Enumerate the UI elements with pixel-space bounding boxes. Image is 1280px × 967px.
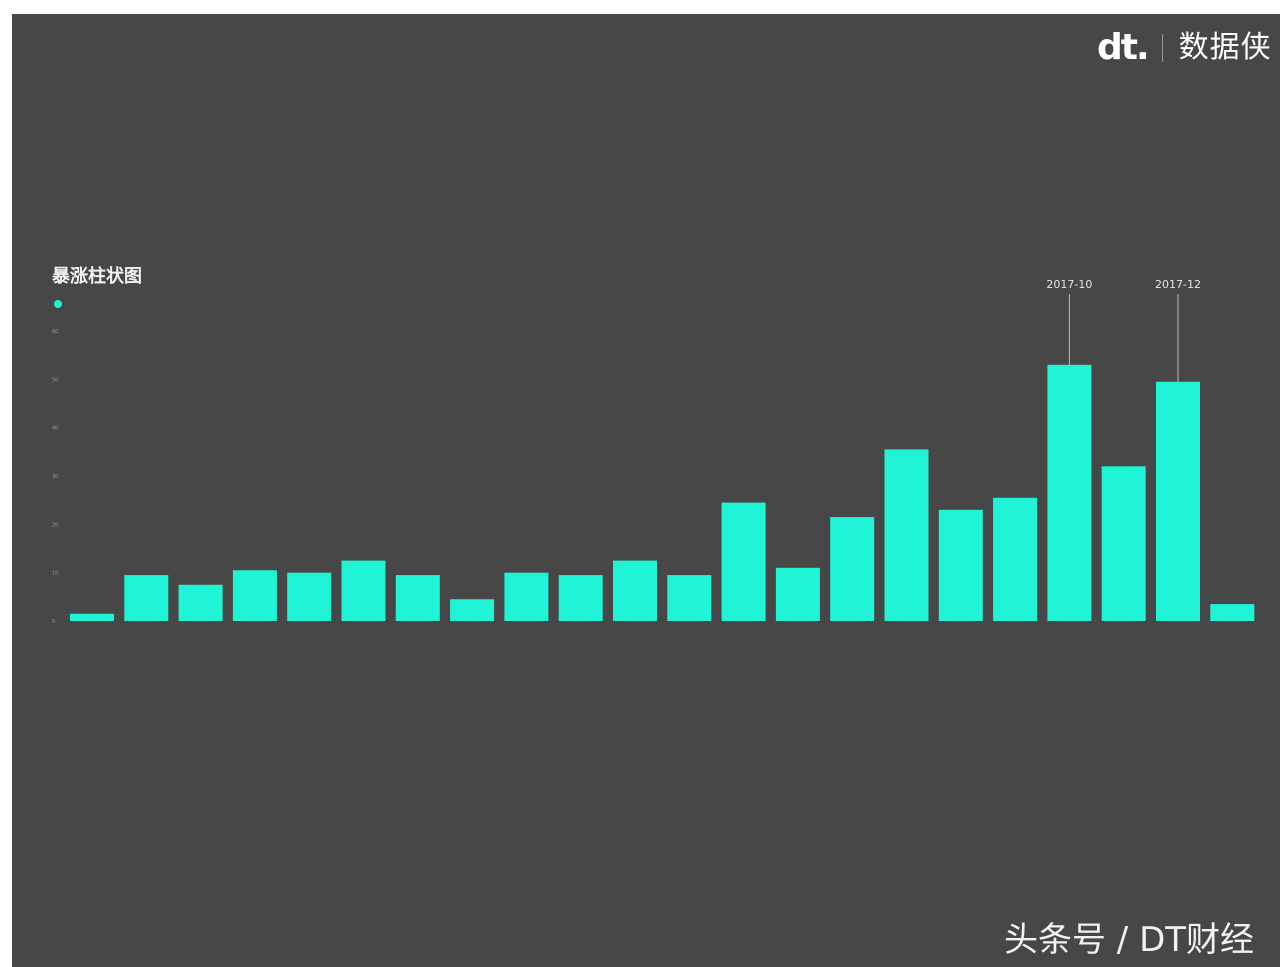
- bar: [1210, 604, 1255, 621]
- y-tick-label: 40: [52, 426, 58, 432]
- bar: [721, 502, 766, 621]
- bar: [613, 560, 657, 621]
- bar: [450, 599, 495, 621]
- bar: [232, 570, 277, 621]
- logo-divider: [1161, 34, 1163, 62]
- bar: [884, 449, 929, 621]
- brand-logo: dt. 数据侠: [1097, 28, 1272, 68]
- watermark: 头条号 / DT财经: [1004, 920, 1255, 960]
- bar: [993, 497, 1038, 621]
- bar: [1101, 466, 1146, 621]
- bar: [341, 560, 386, 621]
- brand-name: 数据侠: [1178, 30, 1272, 65]
- y-tick-label: 0: [52, 619, 55, 625]
- bar: [504, 572, 549, 621]
- bar: [558, 575, 603, 621]
- chart-panel: dt. 数据侠 暴涨柱状图 0 10 20 30 40 50 60 2017-10 2017-1…: [12, 14, 1280, 967]
- bar: [1047, 364, 1092, 621]
- bar-chart: 0 10 20 30 40 50 60 2017-10 2017-12: [52, 278, 1255, 625]
- annotation-label: 2017-12: [1155, 278, 1201, 291]
- y-tick-label: 50: [52, 377, 58, 383]
- y-tick-label: 30: [52, 474, 58, 480]
- chart-title: 暴涨柱状图: [52, 266, 142, 287]
- legend-dot-icon: [54, 300, 62, 308]
- y-tick-label: 20: [52, 522, 58, 528]
- bar: [667, 575, 712, 621]
- y-tick-label: 10: [52, 571, 58, 577]
- bar: [775, 567, 820, 621]
- bar: [395, 575, 440, 621]
- annotation-label: 2017-10: [1046, 278, 1092, 291]
- y-tick-label: 60: [52, 329, 58, 335]
- bar: [178, 584, 223, 621]
- bar: [70, 613, 114, 621]
- bar: [830, 517, 875, 621]
- bar: [1156, 381, 1200, 621]
- bar: [124, 575, 169, 621]
- bar: [287, 572, 332, 621]
- dt-logo-icon: dt.: [1097, 27, 1150, 68]
- bar: [938, 509, 983, 621]
